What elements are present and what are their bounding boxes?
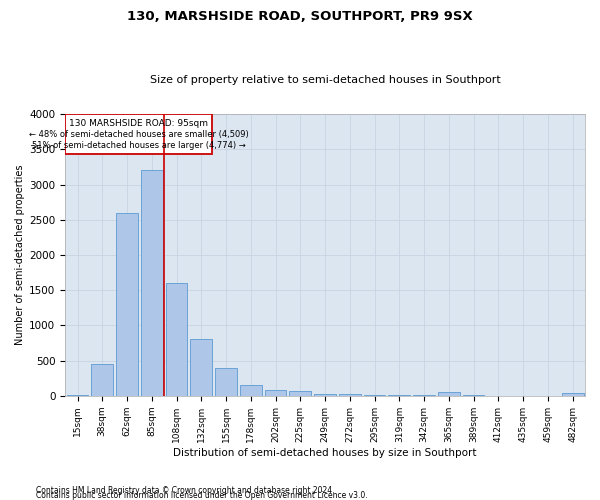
Title: Size of property relative to semi-detached houses in Southport: Size of property relative to semi-detach… <box>149 76 500 86</box>
Bar <box>190 340 212 396</box>
Bar <box>289 391 311 396</box>
Bar <box>91 364 113 396</box>
Bar <box>166 283 187 396</box>
Text: 51% of semi-detached houses are larger (4,774) →: 51% of semi-detached houses are larger (… <box>32 140 245 149</box>
Text: 130 MARSHSIDE ROAD: 95sqm: 130 MARSHSIDE ROAD: 95sqm <box>69 118 208 128</box>
Y-axis label: Number of semi-detached properties: Number of semi-detached properties <box>15 164 25 345</box>
X-axis label: Distribution of semi-detached houses by size in Southport: Distribution of semi-detached houses by … <box>173 448 477 458</box>
Bar <box>562 393 584 396</box>
Bar <box>438 392 460 396</box>
Bar <box>240 386 262 396</box>
Text: ← 48% of semi-detached houses are smaller (4,509): ← 48% of semi-detached houses are smalle… <box>29 130 248 139</box>
FancyBboxPatch shape <box>65 114 212 154</box>
Bar <box>314 394 336 396</box>
Bar <box>339 394 361 396</box>
Bar <box>364 395 385 396</box>
Bar <box>67 395 88 396</box>
Bar <box>215 368 237 396</box>
Bar <box>116 212 138 396</box>
Bar <box>265 390 286 396</box>
Text: Contains HM Land Registry data © Crown copyright and database right 2024.: Contains HM Land Registry data © Crown c… <box>36 486 335 495</box>
Bar <box>141 170 163 396</box>
Text: Contains public sector information licensed under the Open Government Licence v3: Contains public sector information licen… <box>36 490 368 500</box>
Text: 130, MARSHSIDE ROAD, SOUTHPORT, PR9 9SX: 130, MARSHSIDE ROAD, SOUTHPORT, PR9 9SX <box>127 10 473 23</box>
